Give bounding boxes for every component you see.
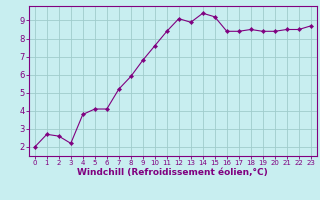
X-axis label: Windchill (Refroidissement éolien,°C): Windchill (Refroidissement éolien,°C): [77, 168, 268, 177]
